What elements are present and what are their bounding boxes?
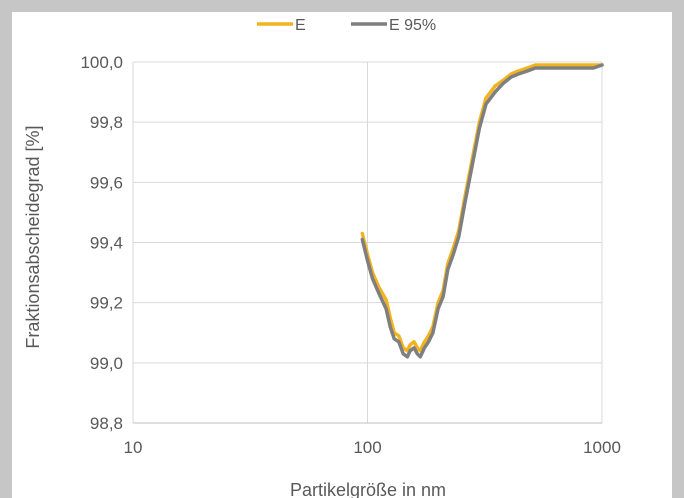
y-tick-label: 99,6 (90, 173, 123, 192)
series-layer (360, 63, 604, 359)
y-tick-label: 99,8 (90, 113, 123, 132)
grid (132, 61, 603, 424)
line-chart: 98,8 99,0 99,2 99,4 99,6 99,8 100,0 10 100 1000 E… (23, 17, 621, 498)
y-tick-label: 99,2 (90, 294, 123, 313)
x-tick-label: 1000 (583, 438, 621, 457)
x-tick-label: 100 (353, 438, 381, 457)
x-tick-label: 10 (124, 438, 143, 457)
x-axis-title: Partikelgröße in nm (290, 480, 446, 498)
series-line-e-95 (360, 63, 604, 359)
legend: E E 95% (257, 17, 436, 34)
legend-label-e-95: E 95% (389, 17, 436, 34)
chart-frame: 98,8 99,0 99,2 99,4 99,6 99,8 100,0 10 100 1000 E… (12, 12, 672, 498)
y-axis-title: Fraktionsabscheidegrad [%] (23, 125, 43, 348)
legend-label-e: E (295, 17, 306, 34)
axes: 98,8 99,0 99,2 99,4 99,6 99,8 100,0 10 100 1000 (80, 53, 620, 457)
series-line-e (360, 63, 604, 353)
y-tick-label: 98,8 (90, 414, 123, 433)
y-tick-label: 99,0 (90, 354, 123, 373)
y-tick-label: 99,4 (90, 234, 123, 253)
y-tick-label: 100,0 (80, 53, 123, 72)
